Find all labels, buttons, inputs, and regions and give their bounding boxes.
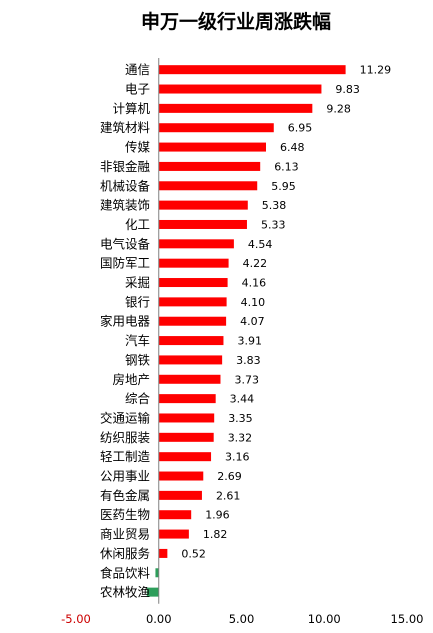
category-label: 非银金融 [100, 159, 151, 174]
category-label: 纺织服装 [100, 430, 150, 445]
bar [158, 142, 266, 152]
category-label: 电子 [125, 82, 150, 97]
bar [158, 65, 346, 75]
bar [158, 123, 274, 133]
category-label: 计算机 [112, 101, 150, 116]
bar [158, 394, 216, 404]
category-label: 休闲服务 [100, 546, 150, 561]
chart-title: 申万一级行业周涨跌幅 [141, 10, 331, 33]
data-label: 3.35 [228, 412, 253, 425]
data-label: 2.69 [217, 470, 242, 483]
data-label: 4.07 [240, 315, 265, 328]
x-tick-label: -5.00 [61, 612, 91, 626]
category-label: 综合 [125, 391, 151, 406]
bar [158, 510, 192, 520]
category-label: 有色金属 [100, 488, 150, 503]
data-label: 3.16 [225, 451, 250, 464]
category-label: 传媒 [125, 140, 151, 155]
bar [158, 490, 202, 500]
bar [158, 374, 221, 384]
category-label: 公用事业 [100, 469, 150, 484]
category-label: 化工 [125, 217, 150, 232]
data-label: 6.95 [288, 122, 313, 135]
bar [158, 219, 247, 229]
bar [158, 103, 313, 113]
data-label: 0.52 [181, 547, 206, 560]
bar [146, 587, 159, 597]
bar [158, 258, 229, 268]
data-label: 3.91 [237, 335, 262, 348]
data-label: 2.61 [216, 489, 241, 502]
data-label: 4.10 [241, 296, 265, 309]
data-label: 5.33 [261, 218, 286, 231]
bar [158, 161, 261, 171]
bar [158, 471, 204, 481]
category-label: 通信 [125, 62, 150, 77]
category-label: 钢铁 [125, 352, 151, 367]
x-tick-label: 10.00 [308, 612, 341, 626]
data-label: 3.32 [228, 431, 253, 444]
data-label: 4.54 [248, 238, 273, 251]
data-label: 11.29 [360, 64, 392, 77]
category-label: 电气设备 [100, 236, 151, 251]
bar [158, 548, 168, 558]
data-label: 6.13 [274, 160, 299, 173]
bar [158, 529, 189, 539]
data-label: 9.28 [326, 102, 351, 115]
bar [158, 239, 234, 249]
category-label: 医药生物 [100, 507, 150, 522]
category-label: 商业贸易 [100, 527, 150, 542]
x-tick-label: 5.00 [229, 612, 255, 626]
data-label: 1.96 [205, 509, 230, 522]
bar [155, 568, 159, 578]
bar [158, 316, 227, 326]
category-label: 轻工制造 [100, 449, 151, 464]
category-label: 农林牧渔 [100, 585, 150, 600]
data-label: 9.83 [335, 83, 360, 96]
category-label: 国防军工 [100, 256, 150, 271]
data-label: 3.73 [234, 373, 259, 386]
category-label: 房地产 [112, 372, 150, 387]
category-label: 建筑装饰 [100, 198, 150, 213]
data-label: 1.82 [203, 528, 228, 541]
data-label: 3.83 [236, 354, 261, 367]
x-axis: -5.00 0.00 5.00 10.00 15.00 [61, 58, 423, 626]
data-label: 5.95 [271, 180, 296, 193]
bar [158, 84, 322, 94]
category-label: 食品饮料 [100, 565, 151, 580]
category-label: 家用电器 [100, 314, 151, 329]
data-label: 6.48 [280, 141, 305, 154]
data-label: 4.16 [242, 277, 267, 290]
bar [158, 432, 214, 442]
category-label: 采掘 [125, 275, 150, 290]
category-label: 机械设备 [100, 178, 151, 193]
category-label: 交通运输 [100, 410, 151, 425]
x-tick-label: 0.00 [146, 612, 172, 626]
bar [158, 452, 212, 462]
category-label: 银行 [125, 294, 150, 309]
bar [158, 297, 227, 307]
bar [158, 336, 224, 346]
category-label: 建筑材料 [100, 120, 151, 135]
data-label: 5.38 [262, 199, 287, 212]
bar [158, 200, 248, 210]
bar [158, 181, 258, 191]
category-label: 汽车 [125, 333, 150, 348]
x-tick-label: 15.00 [391, 612, 424, 626]
data-label: 4.22 [243, 257, 268, 270]
bar [158, 413, 215, 423]
bar [158, 278, 228, 288]
bar [158, 355, 223, 365]
data-label: 3.44 [230, 393, 255, 406]
bars-group: 通信 11.29 电子 9.83 计算机 9.28 建筑材料 6.95 传媒 6.48 非银金融 6.… [100, 62, 391, 599]
